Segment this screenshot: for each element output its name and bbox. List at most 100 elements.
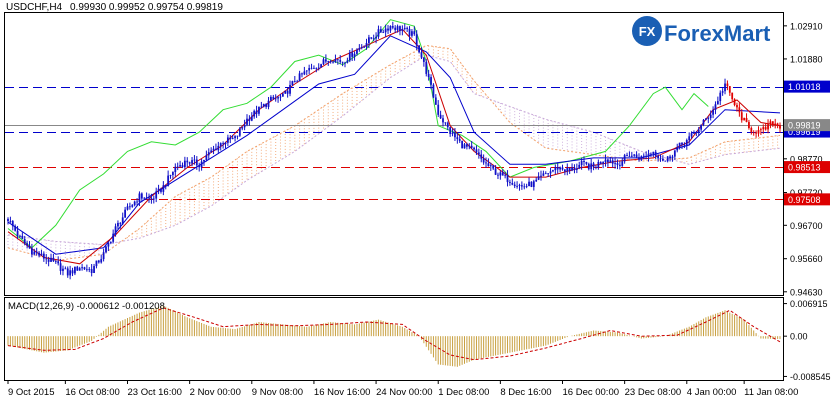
candle-body — [485, 162, 487, 164]
candle-body — [774, 123, 777, 126]
time-axis: 9 Oct 2015 16 Oct 08:00 23 Oct 16:00 2 Nov … — [7, 380, 798, 398]
candle-body — [470, 145, 473, 148]
candle-body — [750, 127, 753, 133]
time-tick-label: 9 Nov 08:00 — [252, 387, 303, 398]
candle-body — [755, 132, 757, 134]
candle-body — [358, 48, 361, 50]
price-tick-label: 0.94630 — [790, 287, 823, 297]
candle-body — [709, 114, 712, 119]
candle-body — [224, 142, 227, 145]
candle-body — [54, 261, 57, 262]
forexmart-logo: FX ForexMart — [632, 16, 771, 46]
candle-body — [226, 137, 229, 143]
candle-body — [62, 268, 64, 271]
candle-body — [439, 114, 442, 119]
candle-body — [738, 107, 741, 113]
macd-series — [7, 305, 781, 367]
time-tick-label: 2 Nov 00:00 — [190, 387, 241, 398]
candle-body — [645, 155, 648, 157]
candle-body — [523, 186, 526, 188]
candle-body — [277, 97, 279, 99]
candle-body — [148, 197, 150, 199]
candle-body — [764, 127, 767, 130]
candle-body — [415, 34, 418, 46]
candle-body — [145, 197, 148, 199]
candle-body — [666, 156, 669, 162]
candle-body — [198, 165, 201, 168]
candle-body — [100, 259, 103, 263]
candle-body — [683, 144, 686, 146]
candle-body — [446, 122, 449, 128]
candle-body — [638, 157, 640, 160]
candle-body — [585, 162, 588, 164]
candle-body — [262, 103, 265, 107]
candle-body — [513, 184, 516, 187]
candle-body — [310, 67, 313, 69]
candle-body — [157, 188, 160, 192]
candle-body — [246, 118, 248, 125]
candle-body — [360, 47, 363, 49]
candle-body — [293, 81, 296, 83]
time-tick-label: 11 Jan 08:00 — [744, 387, 798, 398]
level-price-label: 0.98513 — [788, 163, 821, 173]
candle-body — [776, 123, 779, 126]
candle-body — [248, 118, 251, 121]
candle-body — [102, 252, 105, 260]
candle-body — [296, 81, 299, 83]
candle-body — [222, 143, 225, 145]
level-price-label: 0.99619 — [788, 127, 821, 137]
candle-body — [578, 164, 581, 169]
candle-body — [458, 139, 461, 141]
candle-body — [389, 26, 392, 31]
candle-body — [38, 252, 40, 256]
candle-body — [341, 61, 344, 63]
candle-body — [752, 132, 755, 134]
candle-body — [451, 132, 454, 134]
candle-body — [425, 61, 428, 74]
candle-body — [107, 242, 110, 247]
candle-body — [743, 118, 746, 121]
candle-body — [604, 159, 607, 163]
candle-body — [375, 36, 377, 39]
candle-body — [702, 119, 705, 125]
candle-body — [217, 145, 220, 151]
candle-body — [652, 151, 655, 155]
time-tick-label: 16 Dec 00:00 — [563, 387, 620, 398]
candle-body — [298, 73, 301, 82]
candle-body — [95, 260, 98, 267]
candle-body — [85, 269, 88, 271]
candle-body — [370, 37, 373, 39]
candle-body — [611, 160, 614, 164]
candle-body — [265, 103, 268, 107]
price-tick-label: 0.97720 — [790, 188, 823, 198]
level-price-label: 0.97508 — [788, 195, 821, 205]
candle-body — [160, 188, 162, 192]
candle-body — [616, 163, 619, 165]
candle-body — [492, 165, 495, 169]
candle-body — [332, 61, 334, 63]
candle-body — [150, 198, 153, 200]
candle-body — [377, 29, 380, 37]
candle-body — [487, 163, 490, 167]
candle-body — [434, 97, 437, 105]
candle-body — [442, 118, 444, 123]
candle-body — [599, 162, 602, 164]
candle-body — [31, 248, 33, 255]
candle-body — [759, 129, 762, 131]
candle-body — [590, 163, 593, 170]
candle-body — [152, 198, 155, 200]
candle-body — [195, 159, 198, 166]
candle-body — [676, 147, 679, 151]
candle-body — [344, 62, 346, 64]
candle-body — [618, 164, 621, 166]
candle-body — [117, 222, 119, 227]
candle-body — [372, 38, 375, 40]
candle-body — [126, 206, 129, 210]
candle-body — [286, 90, 289, 94]
logo-wordmark: ForexMart — [664, 21, 771, 46]
candle-body — [74, 266, 76, 274]
candle-body — [771, 121, 774, 126]
price-tick-label: 0.98770 — [790, 154, 823, 164]
